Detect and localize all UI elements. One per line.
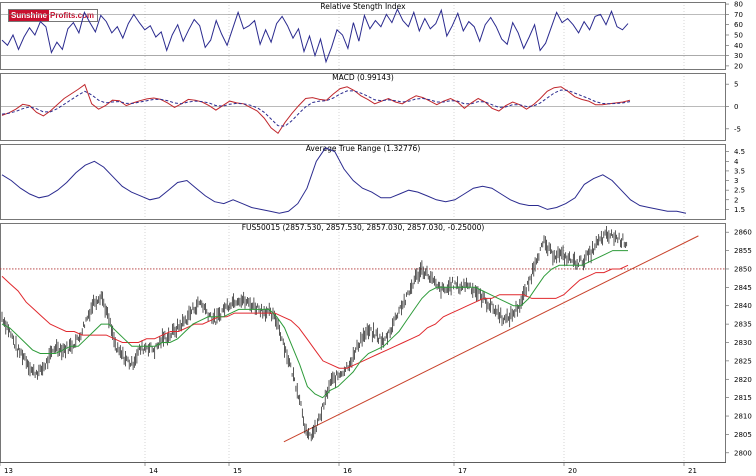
panel-title-1: MACD (0.99143) <box>332 73 394 82</box>
panel-frame-2 <box>0 144 726 220</box>
ytick-label-0-3: 50 <box>734 31 743 39</box>
rsi-line <box>1 7 629 64</box>
macd-signal-line <box>1 89 631 127</box>
ytick-label-3-7: 2825 <box>734 357 752 365</box>
xtick-label-2: 15 <box>233 467 242 475</box>
ytick-label-2-5: 2 <box>734 196 738 204</box>
brand-logo: Sunshine Profits.com <box>8 9 99 22</box>
xtick-label-3: 16 <box>343 467 352 475</box>
ytick-label-3-8: 2820 <box>734 376 752 384</box>
ytick-label-3-6: 2830 <box>734 339 752 347</box>
ytick-label-3-1: 2855 <box>734 247 752 255</box>
ytick-label-3-11: 2805 <box>734 431 752 439</box>
ytick-label-3-0: 2860 <box>734 229 752 237</box>
ytick-label-3-3: 2845 <box>734 284 752 292</box>
ytick-label-0-5: 30 <box>734 52 743 60</box>
brand-logo-part1: Sunshine <box>9 10 50 21</box>
ytick-label-2-2: 3.5 <box>734 167 745 175</box>
price-ma-fast <box>1 250 628 399</box>
ytick-label-2-0: 4.5 <box>734 148 745 156</box>
ytick-label-3-10: 2810 <box>734 413 752 421</box>
price-ma-slow <box>1 264 629 369</box>
brand-logo-part2: Profits.com <box>49 10 98 21</box>
ytick-label-3-12: 2800 <box>734 449 752 457</box>
ytick-label-3-2: 2850 <box>734 265 752 273</box>
price-trendline <box>283 235 699 443</box>
ytick-label-0-6: 20 <box>734 62 743 70</box>
xtick-label-1: 14 <box>149 467 158 475</box>
ytick-label-2-4: 2.5 <box>734 187 745 195</box>
ytick-label-3-9: 2815 <box>734 394 752 402</box>
xtick-label-0: 13 <box>4 467 13 475</box>
panel-frame-1 <box>0 73 726 141</box>
xtick-label-5: 20 <box>568 467 577 475</box>
ytick-label-0-0: 80 <box>734 1 743 9</box>
ytick-label-1-1: 0 <box>734 103 738 111</box>
ytick-label-2-3: 3 <box>734 177 738 185</box>
panel-frame-3 <box>0 223 726 463</box>
panel-title-3: FUS50015 (2857.530, 2857.530, 2857.030, … <box>242 223 485 232</box>
ytick-label-0-2: 60 <box>734 21 743 29</box>
xtick-label-6: 21 <box>688 467 697 475</box>
ytick-label-1-0: 5 <box>734 81 738 89</box>
ytick-label-3-5: 2835 <box>734 321 752 329</box>
panel-title-2: Average True Range (1.32776) <box>306 144 421 153</box>
ytick-label-0-1: 70 <box>734 11 743 19</box>
ytick-label-3-4: 2840 <box>734 302 752 310</box>
panel-frame-0 <box>0 2 726 70</box>
ytick-label-2-1: 4 <box>734 158 739 166</box>
xtick-label-4: 17 <box>458 467 467 475</box>
macd-line <box>1 83 631 135</box>
ytick-label-2-6: 1.5 <box>734 206 745 214</box>
ytick-label-1-2: -5 <box>734 125 741 133</box>
ytick-label-0-4: 40 <box>734 42 743 50</box>
panel-title-0: Relative Stength Index <box>320 2 406 11</box>
atr-line <box>1 147 687 214</box>
